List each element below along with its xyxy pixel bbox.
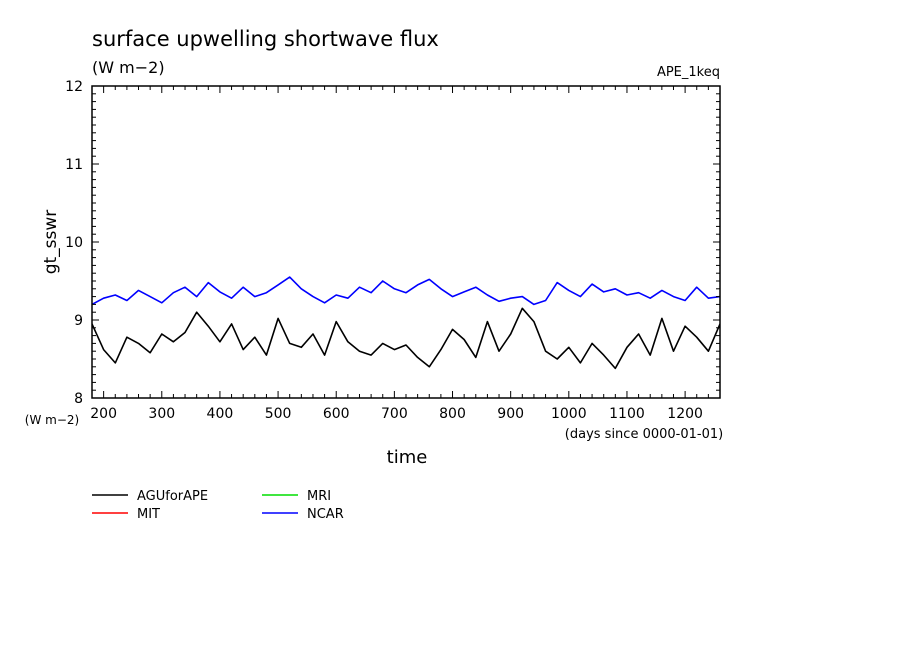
- x-tick-label: 1000: [551, 406, 587, 422]
- x-tick-label: 200: [90, 406, 117, 422]
- x-tick-label: 400: [207, 406, 234, 422]
- y-tick-label: 10: [65, 235, 83, 251]
- y-tick-label: 12: [65, 79, 83, 95]
- legend-item-mit: MIT: [92, 507, 160, 522]
- x-tick-label: 500: [265, 406, 292, 422]
- x-tick-label: 700: [381, 406, 408, 422]
- plot-frame: [91, 85, 721, 399]
- series-line-aguforape: [92, 307, 720, 370]
- x-units-label: (days since 0000-01-01): [565, 427, 723, 442]
- legend-label-mit: MIT: [137, 507, 160, 522]
- x-tick-label: 1200: [667, 406, 703, 422]
- legend: AGUforAPE MRI MIT NCAR: [92, 489, 344, 522]
- y-tick-labels: 8 9 10 11 12: [65, 79, 83, 407]
- chart-title: surface upwelling shortwave flux: [92, 27, 439, 51]
- legend-item-ncar: NCAR: [262, 507, 344, 522]
- tick-layer: [92, 85, 721, 399]
- y-tick-label: 11: [65, 157, 83, 173]
- series-line-ncar: [92, 276, 720, 306]
- y-axis-label: gt_sswr: [41, 210, 61, 275]
- x-tick-label: 900: [497, 406, 524, 422]
- legend-item-aguforape: AGUforAPE: [92, 489, 208, 504]
- x-tick-label: 600: [323, 406, 350, 422]
- legend-item-mri: MRI: [262, 489, 331, 504]
- chart-units: (W m−2): [92, 58, 165, 77]
- y-units-label: (W m−2): [25, 413, 79, 427]
- legend-label-ncar: NCAR: [307, 507, 344, 522]
- x-tick-label: 800: [439, 406, 466, 422]
- experiment-label: APE_1keq: [657, 65, 720, 80]
- x-tick-label: 1100: [609, 406, 645, 422]
- legend-label-aguforape: AGUforAPE: [137, 489, 208, 504]
- x-axis-label: time: [387, 447, 428, 468]
- x-tick-label: 300: [148, 406, 175, 422]
- legend-label-mri: MRI: [307, 489, 331, 504]
- series-layer: [92, 276, 720, 370]
- x-tick-labels: 200 300 400 500 600 700 800 900 1000 1100 1200: [90, 406, 703, 422]
- y-tick-label: 9: [74, 313, 83, 329]
- y-tick-label: 8: [74, 391, 83, 407]
